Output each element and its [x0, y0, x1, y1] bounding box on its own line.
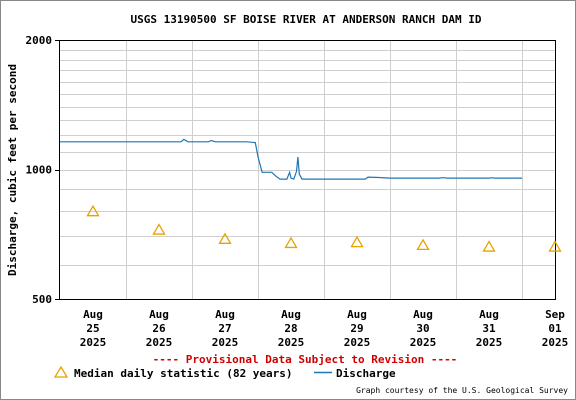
x-tick-label: Aug — [347, 308, 367, 321]
discharge-line — [60, 138, 522, 180]
x-tick-labels: Aug252025Aug262025Aug272025Aug282025Aug2… — [80, 308, 569, 349]
x-tick-label: Sep — [545, 308, 565, 321]
median-marker — [86, 204, 100, 217]
provisional-data-notice: ---- Provisional Data Subject to Revisio… — [153, 353, 458, 366]
x-tick-label: Aug — [281, 308, 301, 321]
legend-median-label: Median daily statistic (82 years) — [74, 367, 293, 380]
x-tick-label: 2025 — [344, 336, 371, 349]
x-tick-label: Aug — [149, 308, 169, 321]
legend-discharge-label: Discharge — [336, 367, 396, 380]
x-tick-label: 01 — [548, 322, 562, 335]
x-tick-label: 27 — [218, 322, 231, 335]
x-tick-label: 2025 — [542, 336, 569, 349]
x-tick-label: 25 — [86, 322, 99, 335]
y-tick-labels: 500 1000 2000 — [26, 34, 60, 306]
y-tick-label: 1000 — [26, 164, 53, 177]
median-marker — [284, 236, 298, 249]
y-tick-label: 2000 — [26, 34, 53, 47]
series-layer — [60, 138, 562, 252]
x-tick-label: 26 — [152, 322, 166, 335]
x-tick-label: 28 — [284, 322, 297, 335]
chart-title: USGS 13190500 SF BOISE RIVER AT ANDERSON… — [131, 13, 482, 26]
x-tick-label: 2025 — [410, 336, 437, 349]
x-tick-label: 2025 — [146, 336, 173, 349]
median-marker — [152, 223, 166, 235]
y-axis-label: Discharge, cubic feet per second — [6, 64, 19, 276]
median-marker — [482, 240, 496, 252]
x-tick-label: 31 — [482, 322, 496, 335]
median-marker — [350, 235, 364, 248]
x-tick-label: 30 — [416, 322, 429, 335]
x-tick-label: 29 — [350, 322, 363, 335]
y-tick-label: 500 — [32, 293, 52, 306]
legend-median-triangle-icon — [53, 365, 69, 378]
x-tick-label: 2025 — [278, 336, 305, 349]
x-tick-label: Aug — [479, 308, 499, 321]
graph-credit: Graph courtesy of the U.S. Geological Su… — [356, 386, 568, 395]
x-tick-label: 2025 — [212, 336, 239, 349]
x-tick-label: Aug — [215, 308, 235, 321]
median-marker — [218, 232, 232, 244]
x-tick-label: 2025 — [476, 336, 503, 349]
grid-lines — [60, 40, 555, 299]
x-tick-label: Aug — [413, 308, 433, 321]
median-marker — [548, 240, 562, 252]
x-tick-label: Aug — [83, 308, 103, 321]
legend: Median daily statistic (82 years) Discha… — [53, 365, 396, 380]
median-marker — [416, 238, 430, 251]
x-tick-label: 2025 — [80, 336, 107, 349]
